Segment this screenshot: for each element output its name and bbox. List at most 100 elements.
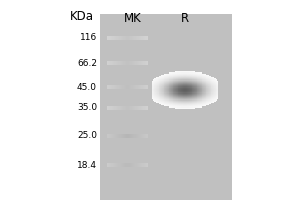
Bar bbox=[211, 97, 212, 98]
Bar bbox=[173, 88, 174, 89]
Bar bbox=[175, 102, 176, 103]
Bar bbox=[114, 163, 115, 167]
Bar bbox=[212, 82, 213, 83]
Bar bbox=[181, 84, 182, 85]
Bar bbox=[187, 98, 188, 99]
Bar bbox=[167, 77, 168, 78]
Bar bbox=[191, 94, 192, 95]
Bar bbox=[192, 85, 193, 86]
Bar bbox=[190, 95, 191, 96]
Bar bbox=[170, 106, 171, 108]
Bar bbox=[160, 97, 161, 98]
Bar bbox=[163, 85, 164, 86]
Bar bbox=[187, 96, 188, 97]
Bar bbox=[214, 92, 215, 94]
Bar bbox=[180, 95, 181, 96]
Bar bbox=[172, 76, 173, 77]
Bar bbox=[206, 88, 207, 89]
Bar bbox=[162, 76, 163, 77]
Bar bbox=[195, 103, 196, 104]
Bar bbox=[182, 81, 183, 82]
Bar bbox=[214, 89, 215, 90]
Bar bbox=[172, 106, 173, 108]
Bar bbox=[188, 81, 189, 82]
Bar bbox=[203, 85, 204, 86]
Bar bbox=[201, 101, 202, 102]
Bar bbox=[159, 98, 160, 99]
Bar bbox=[203, 83, 204, 84]
Bar bbox=[196, 89, 197, 90]
Bar bbox=[132, 36, 133, 40]
Bar bbox=[161, 96, 162, 97]
Bar bbox=[173, 99, 174, 101]
Bar bbox=[163, 98, 164, 99]
Bar bbox=[127, 163, 128, 167]
Bar bbox=[197, 72, 198, 74]
Bar bbox=[200, 82, 201, 83]
Bar bbox=[214, 86, 215, 88]
Bar bbox=[139, 85, 140, 89]
Bar bbox=[206, 76, 207, 77]
Bar bbox=[177, 85, 178, 86]
Bar bbox=[155, 88, 156, 89]
Bar bbox=[177, 103, 178, 104]
Bar bbox=[195, 94, 196, 95]
Bar bbox=[198, 104, 199, 105]
Bar bbox=[164, 89, 165, 90]
Bar bbox=[205, 79, 206, 81]
Bar bbox=[200, 88, 201, 89]
Bar bbox=[160, 84, 161, 85]
Bar bbox=[170, 75, 171, 76]
Bar bbox=[187, 82, 188, 83]
Bar bbox=[204, 86, 205, 88]
Bar bbox=[192, 95, 193, 96]
Bar bbox=[136, 163, 137, 167]
Bar bbox=[167, 83, 168, 84]
Bar bbox=[195, 88, 196, 89]
Bar bbox=[205, 77, 206, 78]
Bar bbox=[165, 102, 166, 103]
Bar bbox=[198, 102, 199, 103]
Bar bbox=[163, 92, 164, 94]
Bar bbox=[140, 106, 141, 110]
Bar bbox=[190, 102, 191, 103]
Bar bbox=[177, 84, 178, 85]
Bar bbox=[182, 77, 183, 78]
Bar bbox=[172, 89, 173, 90]
Bar bbox=[153, 81, 154, 82]
Bar bbox=[180, 102, 181, 103]
Bar bbox=[152, 92, 153, 94]
Bar bbox=[208, 94, 209, 95]
Bar bbox=[170, 83, 171, 84]
Bar bbox=[194, 75, 195, 76]
Bar bbox=[119, 134, 120, 138]
Bar bbox=[205, 97, 206, 98]
Bar bbox=[215, 99, 216, 101]
Bar bbox=[199, 105, 200, 106]
Bar bbox=[177, 77, 178, 78]
Bar bbox=[186, 98, 187, 99]
Bar bbox=[176, 75, 177, 76]
Text: MK: MK bbox=[124, 12, 142, 25]
Bar bbox=[184, 74, 185, 75]
Bar bbox=[186, 72, 187, 74]
Bar bbox=[155, 79, 156, 81]
Bar bbox=[189, 89, 190, 90]
Bar bbox=[170, 94, 171, 95]
Bar bbox=[175, 72, 176, 74]
Bar bbox=[173, 81, 174, 82]
Bar bbox=[133, 36, 134, 40]
Bar bbox=[178, 101, 179, 102]
Bar bbox=[193, 81, 194, 82]
Bar bbox=[206, 79, 207, 81]
Bar bbox=[208, 99, 209, 101]
Bar bbox=[215, 91, 216, 92]
Bar bbox=[183, 92, 184, 94]
Bar bbox=[209, 84, 210, 85]
Bar bbox=[184, 104, 185, 105]
Bar bbox=[196, 94, 197, 95]
Bar bbox=[198, 89, 199, 90]
Bar bbox=[158, 97, 159, 98]
Bar bbox=[199, 75, 200, 76]
Bar bbox=[212, 101, 213, 102]
